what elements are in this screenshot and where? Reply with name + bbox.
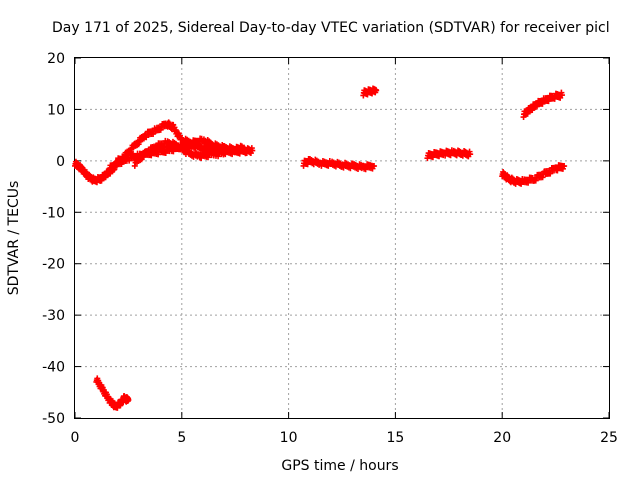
plot-frame — [74, 57, 610, 419]
data-point — [467, 151, 474, 158]
y-tick-label: -40 — [42, 360, 65, 376]
data-point — [249, 147, 256, 154]
y-tick-label: -20 — [42, 257, 65, 273]
grid — [75, 58, 609, 418]
data-point — [559, 92, 566, 99]
x-tick-label: 25 — [600, 430, 618, 446]
series-track-morning-loop — [131, 137, 228, 169]
y-tick-label: 10 — [47, 102, 65, 118]
y-tick-label: -50 — [42, 411, 65, 427]
data-points — [72, 85, 568, 411]
x-axis-title: GPS time / hours — [281, 458, 398, 474]
chart-title: Day 171 of 2025, Sidereal Day-to-day VTE… — [52, 20, 610, 36]
y-tick-label: 0 — [56, 154, 65, 170]
series-track-evening-high — [520, 89, 566, 121]
series-track-afternoon — [424, 147, 474, 162]
y-tick-label: -30 — [42, 308, 65, 324]
data-point — [242, 148, 249, 155]
x-tick-label: 10 — [280, 430, 298, 446]
x-tick-label: 20 — [493, 430, 511, 446]
y-axis-title: SDTVAR / TECUs — [6, 181, 22, 296]
x-tick-label: 5 — [177, 430, 186, 446]
data-point — [561, 163, 568, 169]
data-point — [371, 163, 378, 169]
series-track-evening-low — [499, 162, 568, 187]
series-track-morning-upper — [121, 119, 249, 163]
y-tick-label: 20 — [47, 51, 65, 67]
series-track-midday — [300, 155, 378, 173]
ticks: 0 5 10 15 20 25 -50 -40 -30 -20 -10 0 10 20 — [42, 51, 618, 446]
series-track-early-negative — [93, 375, 132, 411]
data-point — [125, 397, 132, 403]
data-point — [221, 150, 228, 157]
series-track-midday-high — [360, 85, 380, 99]
x-tick-label: 15 — [386, 430, 404, 446]
x-tick-label: 0 — [71, 430, 80, 446]
data-point — [373, 87, 380, 94]
y-tick-label: -10 — [42, 205, 65, 221]
